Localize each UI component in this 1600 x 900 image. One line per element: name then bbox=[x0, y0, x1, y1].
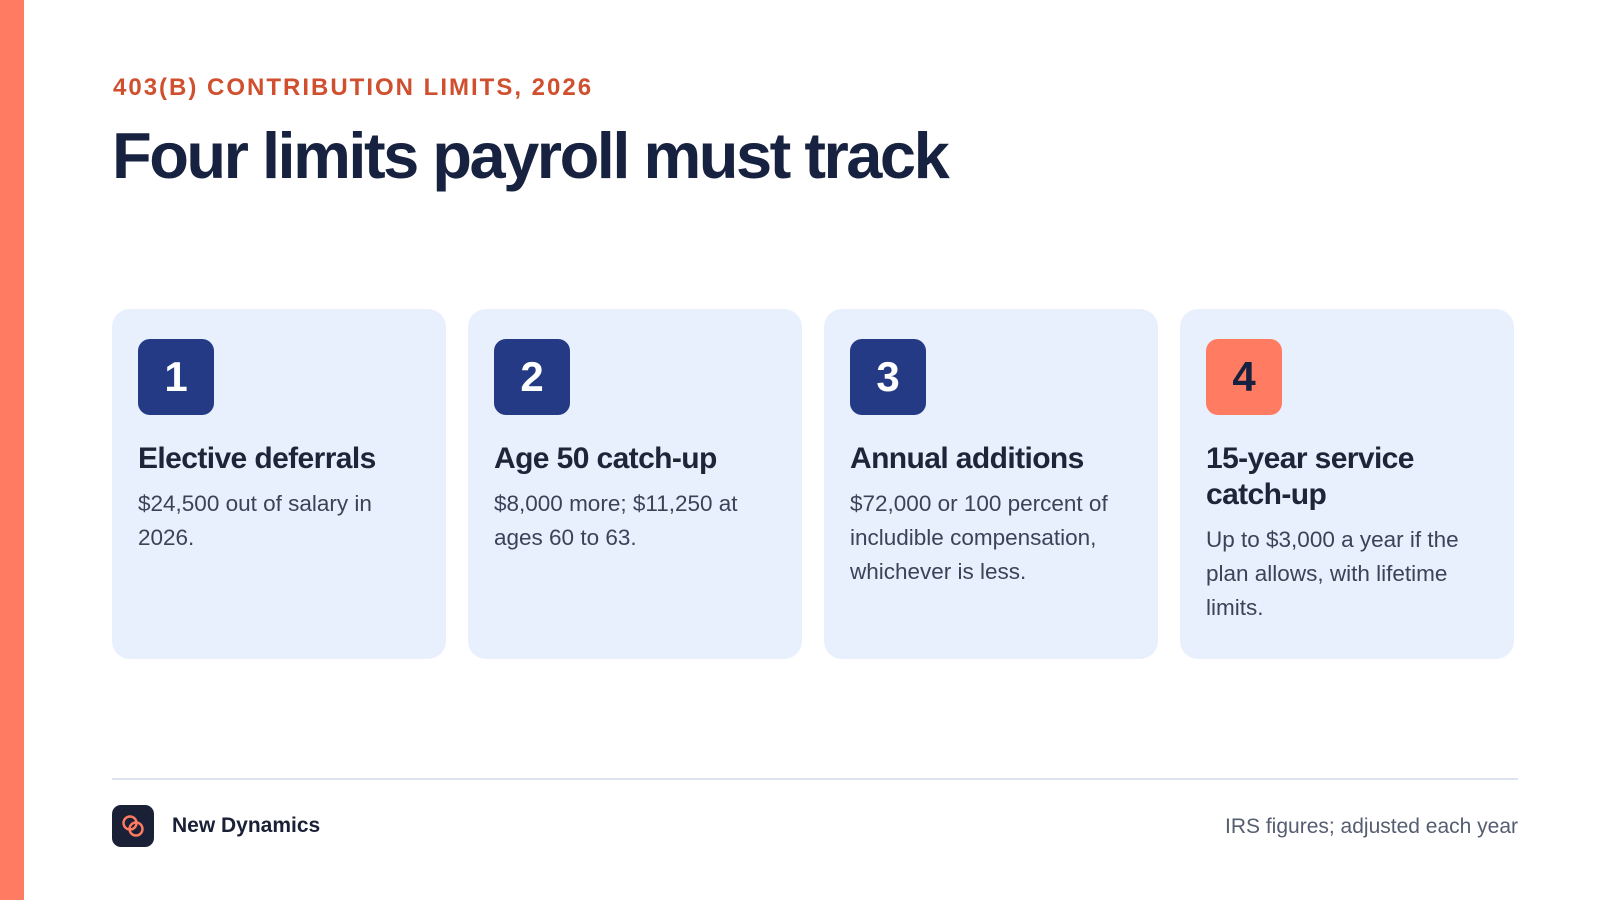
limit-card-4: 4 15-year service catch-up Up to $3,000 … bbox=[1180, 309, 1514, 659]
brand-name: New Dynamics bbox=[172, 814, 321, 837]
linked-rings-icon bbox=[112, 805, 154, 847]
page-title: Four limits payroll must track bbox=[112, 119, 950, 192]
limits-cards: 1 Elective deferrals $24,500 out of sala… bbox=[112, 309, 1514, 659]
limit-description: $8,000 more; $11,250 at ages 60 to 63. bbox=[494, 491, 738, 550]
limit-title: Elective deferrals bbox=[138, 442, 376, 475]
limit-number-badge: 4 bbox=[1206, 339, 1282, 415]
source-footnote: IRS figures; adjusted each year bbox=[1225, 815, 1518, 838]
footer-brand: New Dynamics bbox=[112, 805, 320, 847]
limit-card-2: 2 Age 50 catch-up $8,000 more; $11,250 a… bbox=[468, 309, 802, 659]
limit-description: $72,000 or 100 percent of includible com… bbox=[850, 491, 1108, 584]
limit-number-badge: 2 bbox=[494, 339, 570, 415]
limit-title: 15-year service catch-up bbox=[1206, 442, 1414, 511]
limit-card-3: 3 Annual additions $72,000 or 100 percen… bbox=[824, 309, 1158, 659]
eyebrow-label: 403(B) CONTRIBUTION LIMITS, 2026 bbox=[113, 74, 594, 101]
limit-number-badge: 1 bbox=[138, 339, 214, 415]
limit-title: Annual additions bbox=[850, 442, 1084, 475]
limit-card-1: 1 Elective deferrals $24,500 out of sala… bbox=[112, 309, 446, 659]
footer-divider bbox=[112, 778, 1518, 780]
limit-description: Up to $3,000 a year if the plan allows, … bbox=[1206, 527, 1459, 620]
limit-number-badge: 3 bbox=[850, 339, 926, 415]
accent-bar bbox=[0, 0, 24, 900]
limit-description: $24,500 out of salary in 2026. bbox=[138, 491, 372, 550]
limit-title: Age 50 catch-up bbox=[494, 442, 717, 475]
